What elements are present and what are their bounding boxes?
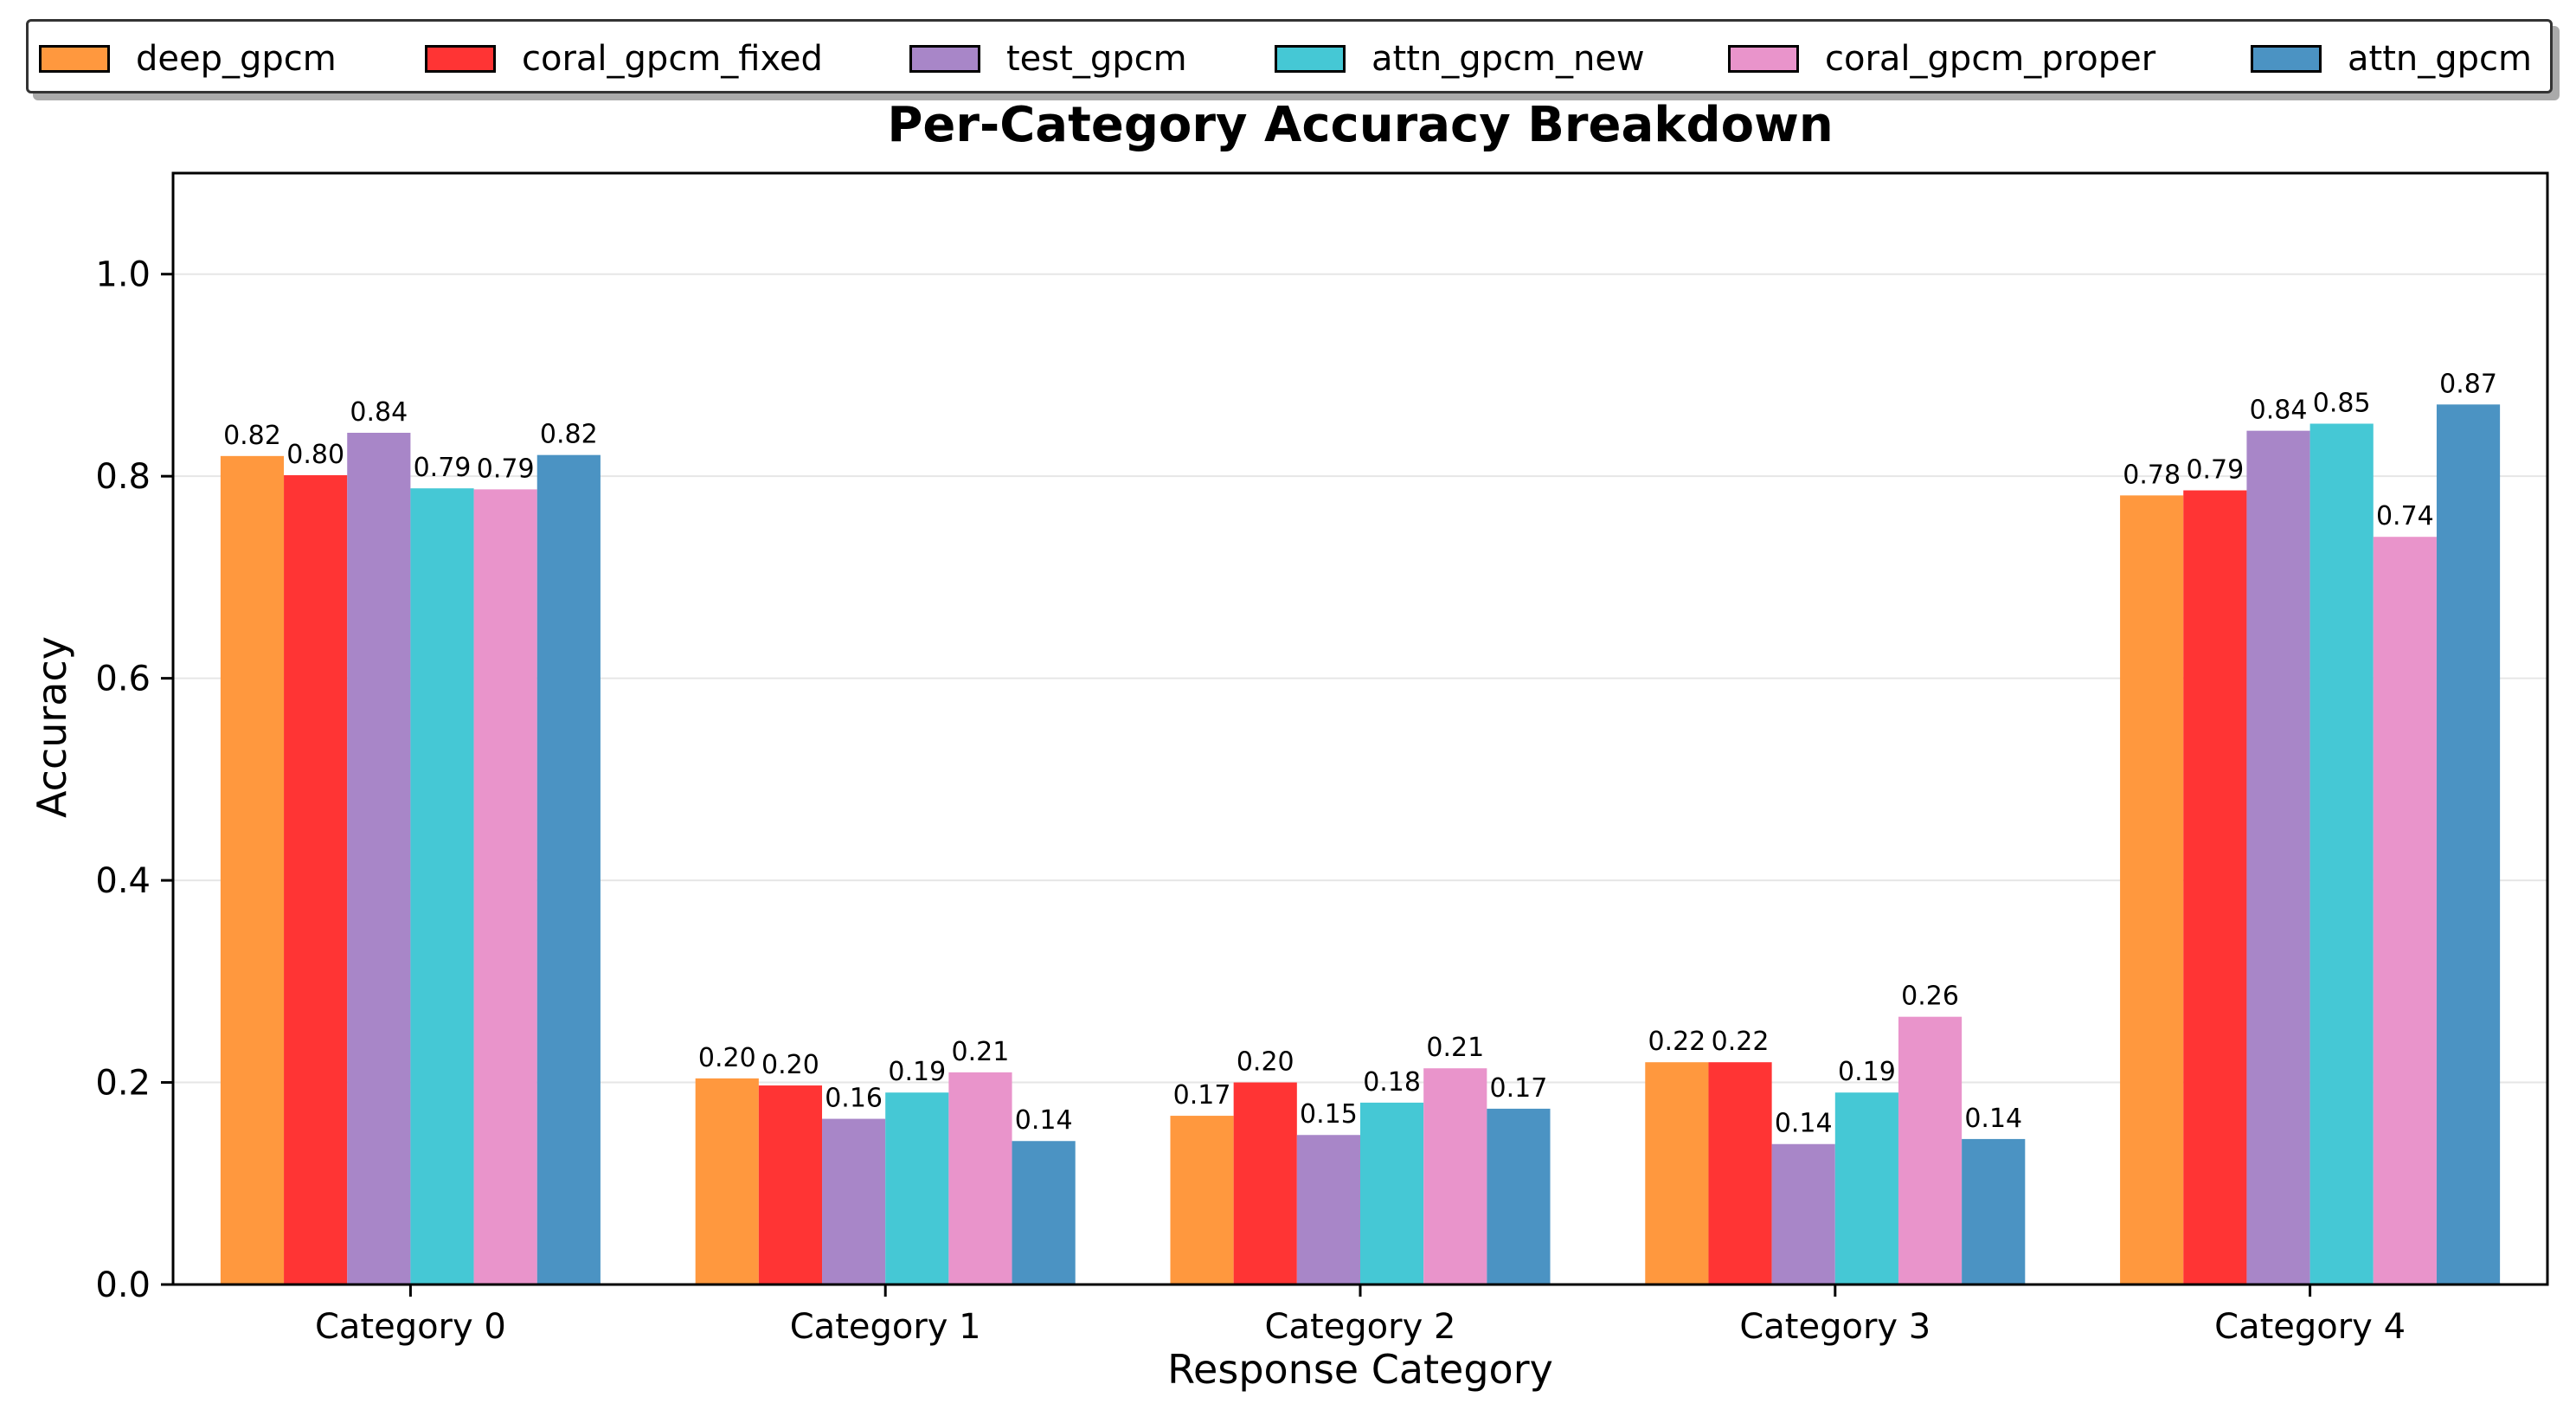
bar-value-label: 0.22 (1648, 1027, 1706, 1057)
bar-value-label: 0.22 (1712, 1027, 1770, 1057)
bar (1360, 1102, 1424, 1285)
legend-label: attn_gpcm (2348, 39, 2532, 79)
bar (1296, 1135, 1360, 1285)
bar-value-label: 0.14 (1775, 1109, 1833, 1139)
bar (1423, 1068, 1487, 1285)
bar-value-label: 0.78 (2123, 460, 2181, 490)
bar-value-label: 0.26 (1901, 982, 1959, 1012)
y-tick-label: 1.0 (95, 255, 151, 295)
legend-label: test_gpcm (1006, 39, 1187, 79)
bar (220, 455, 285, 1285)
bar (948, 1072, 1012, 1285)
y-axis-title: Accuracy (29, 635, 75, 819)
bar (885, 1092, 949, 1285)
bar (1012, 1141, 1076, 1285)
bar-value-label: 0.80 (286, 440, 344, 470)
legend-item: coral_gpcm_proper (1728, 22, 2155, 96)
legend-swatch (909, 45, 980, 73)
x-tick-label: Category 2 (1265, 1307, 1456, 1347)
bar (1170, 1116, 1234, 1285)
bar-value-label: 0.79 (477, 454, 535, 484)
bar-value-label: 0.20 (1237, 1047, 1294, 1078)
y-tick-label: 0.0 (95, 1265, 151, 1305)
bar-value-label: 0.79 (2186, 455, 2244, 486)
bar (822, 1118, 886, 1285)
x-tick-label: Category 4 (2214, 1307, 2406, 1347)
bar-value-label: 0.85 (2313, 388, 2371, 418)
bar-value-label: 0.82 (540, 420, 598, 450)
bar-value-label: 0.15 (1300, 1099, 1358, 1130)
legend-item: deep_gpcm (39, 22, 337, 96)
bar-value-label: 0.82 (223, 421, 281, 451)
bar (2436, 404, 2501, 1285)
bar-value-label: 0.20 (698, 1043, 756, 1073)
bar-value-label: 0.20 (761, 1050, 819, 1080)
bar (1708, 1062, 1772, 1285)
legend-label: coral_gpcm_fixed (522, 39, 823, 79)
bar (473, 489, 537, 1285)
bar-value-label: 0.21 (1426, 1033, 1484, 1063)
bar-value-label: 0.16 (825, 1084, 883, 1114)
legend-item: coral_gpcm_fixed (425, 22, 823, 96)
bar (1645, 1062, 1709, 1285)
bar (1771, 1143, 1835, 1285)
bar-value-label: 0.14 (1015, 1105, 1073, 1136)
bar (284, 475, 348, 1285)
x-axis-title: Response Category (1167, 1346, 1553, 1393)
legend-label: deep_gpcm (136, 39, 337, 79)
legend-swatch (425, 45, 496, 73)
x-tick-label: Category 3 (1739, 1307, 1930, 1347)
legend-swatch (1728, 45, 1799, 73)
legend-label: coral_gpcm_proper (1825, 39, 2156, 79)
bar-value-label: 0.74 (2376, 501, 2434, 531)
bar (2373, 537, 2437, 1285)
bar (1898, 1016, 1963, 1285)
legend-item: test_gpcm (909, 22, 1187, 96)
bar-value-label: 0.19 (1838, 1057, 1896, 1087)
y-tick-label: 0.4 (95, 861, 151, 901)
bar-value-label: 0.79 (414, 453, 472, 483)
x-tick-label: Category 1 (790, 1307, 981, 1347)
bar (410, 488, 474, 1285)
bar (347, 432, 411, 1285)
bar-value-label: 0.87 (2439, 369, 2497, 399)
bar-value-label: 0.17 (1490, 1073, 1548, 1104)
bar-value-label: 0.18 (1363, 1067, 1421, 1098)
bar (1834, 1092, 1898, 1285)
bar (2246, 430, 2310, 1285)
bar (536, 454, 601, 1285)
chart-title: Per-Category Accuracy Breakdown (887, 97, 1834, 153)
bar-value-label: 0.19 (888, 1057, 946, 1087)
bar (2120, 495, 2184, 1285)
bar-value-label: 0.21 (952, 1037, 1010, 1067)
y-tick-label: 0.8 (95, 457, 151, 497)
bar (758, 1085, 823, 1285)
bar (2309, 423, 2374, 1285)
bar (695, 1078, 759, 1285)
bar (1487, 1108, 1551, 1285)
bar (1233, 1082, 1297, 1285)
y-tick-label: 0.2 (95, 1064, 151, 1104)
legend-item: attn_gpcm (2251, 22, 2532, 96)
legend-label: attn_gpcm_new (1372, 39, 1645, 79)
bar (1962, 1138, 2026, 1285)
bar (2183, 490, 2247, 1285)
y-tick-label: 0.6 (95, 660, 151, 699)
legend: deep_gpcm coral_gpcm_fixed test_gpcm att… (26, 19, 2553, 93)
legend-swatch (1275, 45, 1346, 73)
bar-value-label: 0.17 (1173, 1080, 1231, 1111)
bar-value-label: 0.84 (2250, 396, 2308, 426)
legend-swatch (2251, 45, 2322, 73)
legend-swatch (39, 45, 110, 73)
bar-value-label: 0.84 (350, 397, 408, 428)
legend-item: attn_gpcm_new (1275, 22, 1645, 96)
x-tick-label: Category 0 (315, 1307, 506, 1347)
bar-value-label: 0.14 (1964, 1104, 2022, 1134)
